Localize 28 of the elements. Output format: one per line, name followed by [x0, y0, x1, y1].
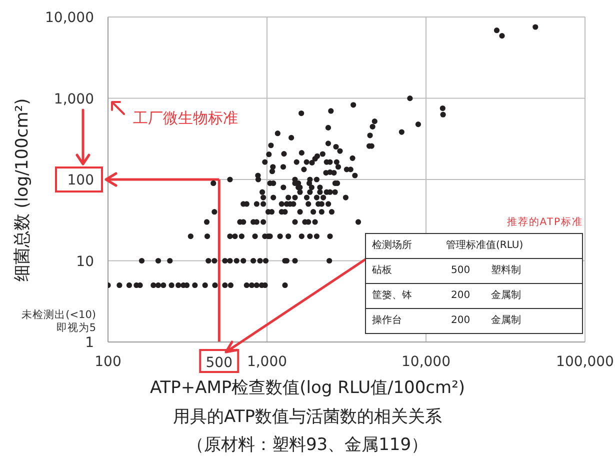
annotation: 200: [451, 289, 470, 303]
y-tick-label: 1,000: [54, 91, 94, 108]
x-axis-title: ATP+AMP检查数值(log RLU值/100cm²): [148, 377, 466, 399]
annotation: 操作台: [372, 314, 402, 328]
x-tick-label: 1,000: [246, 354, 288, 370]
annotation: 检测场所: [372, 238, 412, 253]
annotation: 塑料制: [491, 264, 521, 278]
y-axis-title: 细菌总数 (log/100cm²): [12, 98, 34, 282]
y-tick-label: 100: [67, 172, 94, 188]
y-tick-label: 10: [76, 254, 94, 270]
x-tick-label: 100,000: [556, 354, 614, 370]
x-tick-label: 100: [94, 354, 122, 370]
annotation: 金属制: [491, 314, 521, 328]
text: 未检测出(<10) 即视为5: [20, 309, 96, 335]
text: （原材料：塑料93、金属119）: [186, 434, 430, 456]
annotation: 500: [451, 264, 470, 278]
annotation: 200: [451, 314, 470, 328]
y-tick-label: 1: [85, 335, 94, 351]
text: 用具的ATP数值与活菌数的相关关系: [172, 406, 443, 428]
annotation: 金属制: [491, 288, 521, 303]
x-tick-label: 10,000: [402, 354, 450, 370]
annotation: 筐篓、钵: [372, 289, 412, 303]
annotation: 推荐的ATP标准: [506, 216, 583, 229]
annotation: 管理标准值(RLU): [446, 238, 524, 253]
annotation: 砧板: [372, 264, 392, 278]
ref-line-label: 500: [206, 355, 233, 371]
annotation: 工厂微生物标准: [133, 109, 238, 128]
y-tick-label: 10,000: [45, 10, 94, 26]
